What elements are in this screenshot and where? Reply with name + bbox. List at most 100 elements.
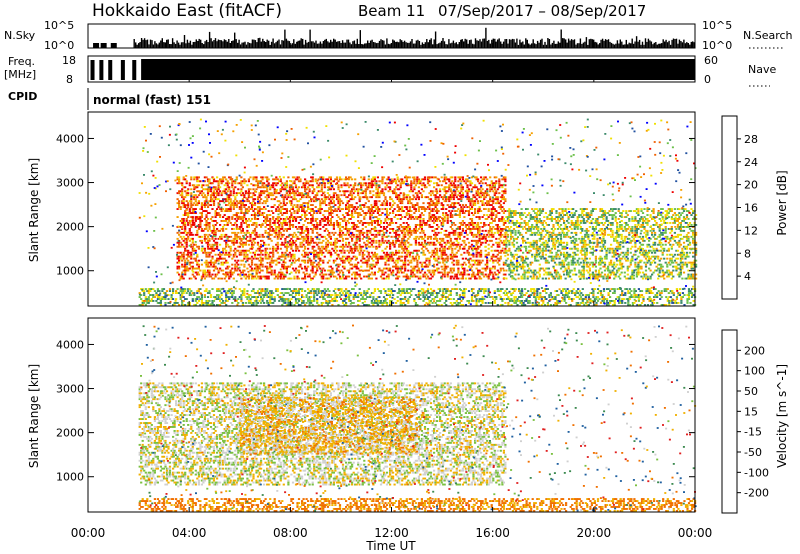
heatmap-cell xyxy=(190,188,193,191)
heatmap-cell xyxy=(185,265,188,268)
heatmap-cell xyxy=(363,218,366,220)
heatmap-cell xyxy=(206,218,210,220)
heatmap-cell xyxy=(436,228,439,230)
heatmap-cell xyxy=(196,202,199,205)
heatmap-cell xyxy=(458,245,461,248)
noise-bar xyxy=(266,39,268,48)
heatmap-cell xyxy=(261,184,264,187)
heatmap-cell xyxy=(311,265,314,268)
heatmap-cell xyxy=(429,237,433,240)
heatmap-cell xyxy=(184,212,187,214)
heatmap-cell xyxy=(419,206,422,208)
heatmap-cell xyxy=(452,233,455,236)
heatmap-cell xyxy=(407,275,410,278)
heatmap-cell xyxy=(234,253,237,256)
heatmap-cell xyxy=(225,251,228,254)
heatmap-cell xyxy=(492,259,495,262)
heatmap-cell xyxy=(414,216,417,218)
noise-bar xyxy=(340,43,342,48)
heatmap-cell xyxy=(338,228,342,230)
heatmap-cell xyxy=(276,192,279,195)
heatmap-cell xyxy=(328,202,331,205)
noise-bar xyxy=(166,39,168,48)
heatmap-cell xyxy=(413,188,416,191)
heatmap-cell xyxy=(443,267,446,270)
heatmap-cell xyxy=(375,257,378,260)
heatmap-cell xyxy=(431,210,434,212)
heatmap-cell xyxy=(222,190,225,193)
heatmap-cell xyxy=(261,253,264,256)
heatmap-cell xyxy=(264,186,267,189)
heatmap-cell xyxy=(301,267,304,270)
heatmap-cell xyxy=(220,269,223,272)
heatmap-cell xyxy=(229,194,232,197)
heatmap-cell xyxy=(178,182,181,185)
heatmap-cell xyxy=(238,208,241,210)
heatmap-cell xyxy=(398,214,401,216)
heatmap-cell xyxy=(176,182,179,185)
heatmap-cell xyxy=(181,200,184,203)
heatmap-cell xyxy=(428,243,431,246)
heatmap-cell xyxy=(272,206,275,208)
heatmap-cell xyxy=(345,190,348,193)
heatmap-cell xyxy=(378,255,381,258)
heatmap-cell xyxy=(351,212,354,214)
heatmap-cell xyxy=(499,255,502,258)
heatmap-cell xyxy=(252,277,255,280)
heatmap-cell xyxy=(369,263,372,266)
heatmap-cell xyxy=(373,265,376,268)
heatmap-cell xyxy=(197,176,200,179)
heatmap-cell xyxy=(443,273,446,276)
heatmap-cell xyxy=(422,243,425,246)
noise-bar xyxy=(408,42,410,48)
heatmap-cell xyxy=(396,194,399,197)
heatmap-cell xyxy=(493,182,496,185)
nave-right-label: Nave xyxy=(748,63,776,76)
heatmap-cell xyxy=(440,245,443,248)
heatmap-cell xyxy=(203,210,206,212)
heatmap-cell xyxy=(196,176,199,179)
heatmap-cell xyxy=(291,226,295,228)
heatmap-cell xyxy=(252,257,255,260)
heatmap-cell xyxy=(285,249,288,252)
heatmap-cell xyxy=(305,226,308,228)
heatmap-cell xyxy=(407,229,410,232)
heatmap-cell xyxy=(209,261,213,264)
heatmap-cell xyxy=(464,229,467,232)
heatmap-cell xyxy=(258,235,261,238)
noise-bar xyxy=(497,39,499,48)
heatmap-cell xyxy=(326,192,329,195)
heatmap-cell xyxy=(355,208,358,210)
heatmap-cell xyxy=(335,277,339,280)
heatmap-cell xyxy=(208,222,211,224)
heatmap-cell xyxy=(352,226,355,228)
heatmap-cell xyxy=(307,247,310,250)
heatmap-cell xyxy=(375,239,378,242)
heatmap-cell xyxy=(188,277,191,280)
heatmap-cell xyxy=(487,235,490,238)
heatmap-cell xyxy=(480,180,483,183)
heatmap-cell xyxy=(410,261,413,264)
heatmap-cell xyxy=(443,259,446,262)
heatmap-cell xyxy=(275,233,278,236)
heatmap-cell xyxy=(467,253,471,256)
heatmap-cell xyxy=(326,182,329,185)
heatmap-cell xyxy=(345,178,348,181)
heatmap-cell xyxy=(420,208,423,210)
heatmap-cell xyxy=(285,247,288,250)
heatmap-cell xyxy=(454,184,457,187)
heatmap-cell xyxy=(408,196,411,199)
heatmap-cell xyxy=(229,273,232,276)
heatmap-cell xyxy=(181,271,184,274)
heatmap-cell xyxy=(212,192,216,195)
heatmap-cell xyxy=(264,277,267,280)
heatmap-cell xyxy=(490,216,493,218)
heatmap-cell xyxy=(291,216,295,218)
noise-bar xyxy=(640,44,642,48)
noise-bar xyxy=(458,42,460,48)
noise-bar xyxy=(401,40,403,48)
noise-bar xyxy=(434,31,437,48)
heatmap-cell xyxy=(452,186,455,189)
heatmap-cell xyxy=(279,231,282,234)
